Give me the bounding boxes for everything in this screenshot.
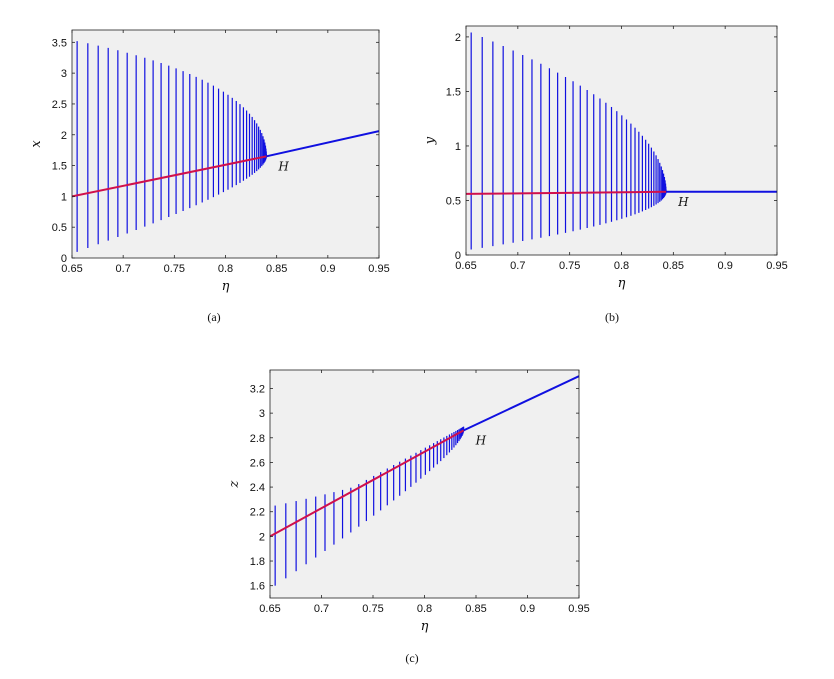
panel-b: H 0.65 0.7 0.75 0.8 0.85 0.9 0.95 0 0.5 1 1.5 2 η y (b): [423, 25, 788, 324]
x-tick-label: 0.8: [417, 603, 432, 615]
y-tick-label: 2: [61, 130, 67, 142]
x-tick-label: 0.75: [559, 260, 580, 272]
x-tick-label: 0.7: [116, 263, 131, 275]
stable-equilibrium-line: [463, 375, 579, 432]
panel-a: H 0.65 0.7 0.75 0.8 0.85 0.9 0.95 0 0.5 1 1.5 2 2.5 3 3…: [29, 29, 390, 324]
y-tick-label: 1.6: [250, 581, 265, 593]
y-tick-label: 2.4: [250, 482, 265, 494]
panel-caption: (a): [207, 310, 220, 324]
stable-equilibrium-line: [266, 130, 379, 158]
x-tick-label: 0.9: [718, 260, 733, 272]
x-tick-label: 0.85: [465, 603, 486, 615]
x-tick-label: 0.8: [614, 260, 629, 272]
panel-caption: (c): [405, 651, 418, 665]
unstable-equilibrium-line: [72, 155, 267, 198]
x-tick-label: 0.9: [520, 603, 535, 615]
plot-area: [270, 375, 579, 586]
hopf-point-label: H: [677, 195, 689, 209]
x-tick-label: 0.75: [164, 263, 185, 275]
y-tick-label: 1.5: [52, 161, 67, 173]
y-tick-label: 2.6: [250, 457, 265, 469]
y-tick-label: 1.5: [446, 86, 461, 98]
plot-area: [466, 32, 777, 250]
y-tick-label: 0: [61, 253, 67, 265]
x-tick-label: 0.65: [455, 260, 476, 272]
panel-caption: (b): [605, 310, 619, 324]
y-tick-label: 2.2: [250, 507, 265, 519]
y-tick-label: 3.2: [250, 383, 265, 395]
x-tick-label: 0.75: [362, 603, 383, 615]
hopf-point-label: H: [475, 433, 487, 447]
plot-area: [72, 41, 379, 252]
x-tick-label: 0.7: [510, 260, 525, 272]
x-tick-label: 0.95: [368, 263, 389, 275]
plot-background: [72, 30, 379, 258]
y-tick-label: 0.5: [52, 222, 67, 234]
y-tick-label: 1: [455, 141, 461, 153]
unstable-equilibrium-line: [466, 190, 667, 195]
y-tick-label: 0.5: [446, 195, 461, 207]
y-tick-label: 1: [61, 191, 67, 203]
x-tick-label: 0.65: [259, 603, 280, 615]
plot-background: [270, 370, 579, 598]
x-axis-label: η: [421, 619, 429, 634]
x-tick-label: 0.95: [766, 260, 787, 272]
x-tick-label: 0.7: [314, 603, 329, 615]
y-tick-label: 3.5: [52, 37, 67, 49]
y-axis-label: y: [423, 136, 438, 145]
y-tick-label: 2: [455, 32, 461, 44]
y-tick-label: 2: [259, 531, 265, 543]
x-tick-label: 0.95: [568, 603, 589, 615]
y-tick-label: 1.8: [250, 556, 265, 568]
x-axis-label: η: [618, 276, 626, 291]
x-tick-label: 0.9: [320, 263, 335, 275]
unstable-equilibrium-line: [270, 429, 465, 538]
x-tick-label: 0.85: [663, 260, 684, 272]
y-tick-label: 2.5: [52, 99, 67, 111]
x-tick-label: 0.8: [218, 263, 233, 275]
hopf-point-label: H: [277, 159, 289, 173]
y-tick-label: 3: [259, 408, 265, 420]
x-tick-label: 0.85: [266, 263, 287, 275]
panel-c: H 0.65 0.7 0.75 0.8 0.85 0.9 0.95 1.6 1.8 2 2.2 2.4 2…: [227, 369, 590, 665]
y-axis-label: z: [227, 480, 242, 488]
y-axis-label: x: [29, 140, 44, 148]
y-tick-label: 0: [455, 250, 461, 262]
y-tick-label: 3: [61, 68, 67, 80]
x-tick-label: 0.65: [61, 263, 82, 275]
y-tick-label: 2.8: [250, 433, 265, 445]
x-axis-label: η: [222, 279, 230, 294]
